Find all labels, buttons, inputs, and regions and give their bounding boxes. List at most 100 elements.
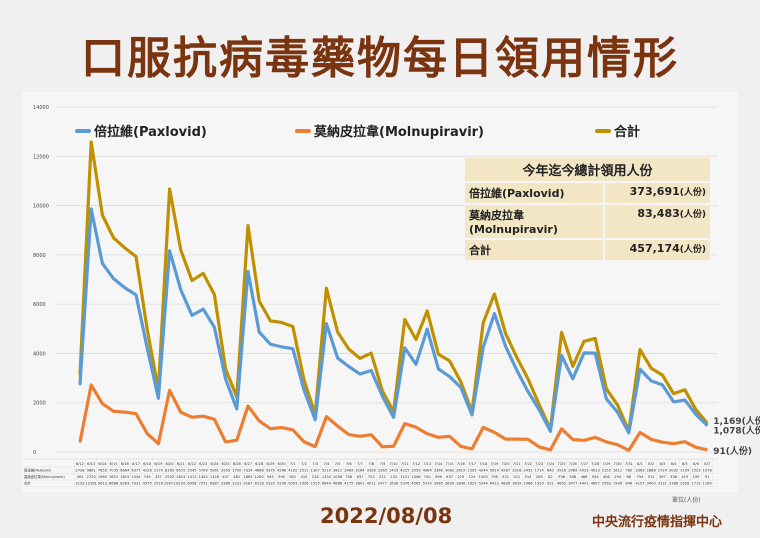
- table-cell-total: 2926: [299, 482, 309, 486]
- table-cell-mol: 1260: [255, 475, 265, 479]
- table-cell-total: 8192: [176, 482, 185, 486]
- data-point-mol: [325, 415, 328, 418]
- x-tick-label: 7/16: [457, 462, 466, 466]
- x-tick-label: 6/18: [143, 462, 152, 466]
- x-tick-label: 6/25: [222, 462, 230, 466]
- data-point-mol: [213, 418, 216, 421]
- data-point-total: [415, 338, 417, 341]
- x-tick-label: 6/20: [166, 462, 175, 466]
- y-tick-label: 4000: [33, 351, 46, 357]
- data-point-mol: [202, 415, 204, 418]
- table-cell-pax: 2724: [658, 469, 668, 473]
- table-cell-mol: 1151: [400, 475, 409, 479]
- end-label-mol: 91(人份): [713, 445, 752, 457]
- data-point-mol: [236, 439, 238, 441]
- data-point-total: [437, 353, 440, 356]
- data-point-pax: [672, 401, 675, 403]
- data-point-mol: [616, 443, 619, 446]
- table-cell-pax: 5799: [199, 469, 209, 473]
- table-cell-total: 846: [625, 482, 633, 486]
- data-point-pax: [448, 375, 451, 378]
- data-point-mol: [247, 405, 249, 407]
- table-cell-pax: 7035: [109, 469, 118, 473]
- table-row-label: 合計: [24, 481, 31, 486]
- table-cell-pax: 3812: [333, 469, 342, 473]
- table-cell-total: 6644: [322, 482, 332, 486]
- table-cell-pax: 4375: [266, 469, 275, 473]
- x-tick-label: 8/5: [682, 462, 688, 466]
- table-cell-pax: 5061: [210, 469, 219, 473]
- table-cell-mol: 901: [289, 475, 296, 479]
- table-cell-pax: 2265: [378, 469, 387, 473]
- table-cell-pax: 3062: [445, 469, 454, 473]
- table-cell-mol: 481: [233, 475, 240, 479]
- data-point-pax: [101, 262, 104, 265]
- x-tick-label: 7/7: [357, 462, 363, 466]
- x-tick-label: 7/19: [490, 462, 499, 466]
- table-cell-total: 6412: [490, 482, 499, 486]
- table-cell-pax: 4226: [143, 469, 153, 473]
- data-point-pax: [191, 314, 193, 317]
- x-tick-label: 7/31: [625, 462, 633, 466]
- data-point-pax: [236, 408, 238, 410]
- table-cell-pax: 4023: [579, 469, 588, 473]
- data-point-mol: [168, 389, 171, 392]
- table-cell-pax: 4868: [255, 469, 265, 473]
- data-point-total: [112, 237, 115, 239]
- legend-swatch-pax: [75, 128, 91, 133]
- table-cell-pax: 4192: [288, 469, 297, 473]
- x-tick-label: 7/4: [324, 462, 330, 466]
- table-cell-total: 6128: [255, 482, 265, 486]
- data-point-pax: [549, 430, 552, 433]
- data-point-mol: [437, 436, 440, 439]
- data-point-total: [348, 348, 350, 350]
- x-tick-label: 6/15: [110, 462, 118, 466]
- x-tick-label: 7/11: [401, 462, 409, 466]
- data-point-mol: [359, 435, 361, 438]
- table-cell-mol: 337: [155, 475, 162, 479]
- x-tick-label: 7/23: [535, 462, 543, 466]
- table-cell-total: 5256: [277, 482, 287, 486]
- data-point-mol: [348, 433, 350, 436]
- data-point-pax: [493, 312, 496, 315]
- x-tick-label: 7/15: [446, 462, 454, 466]
- x-tick-label: 7/27: [580, 462, 588, 466]
- data-point-mol: [404, 422, 406, 425]
- x-tick-label: 6/27: [244, 462, 252, 466]
- data-point-pax: [168, 249, 171, 252]
- summary-row: 倍拉維(Paxlovid) 373,691(人份): [465, 183, 710, 203]
- x-tick-label: 6/21: [177, 462, 185, 466]
- data-point-pax: [336, 357, 339, 359]
- data-point-total: [516, 356, 518, 359]
- data-point-total: [280, 321, 283, 324]
- table-cell-pax: 2969: [568, 469, 578, 473]
- table-cell-pax: 1750: [232, 469, 242, 473]
- data-point-pax: [415, 363, 417, 366]
- table-row-label: 莫納皮拉韋(Molnupiravir): [24, 474, 65, 479]
- table-cell-mol: 82: [548, 475, 553, 479]
- x-tick-label: 7/9: [380, 462, 386, 466]
- data-point-mol: [101, 402, 104, 405]
- data-point-total: [168, 188, 171, 190]
- table-cell-total: 9613: [98, 482, 107, 486]
- x-tick-label: 7/29: [602, 462, 611, 466]
- data-point-pax: [124, 286, 126, 289]
- end-label-total: 1,169(人份): [713, 415, 760, 427]
- data-point-total: [90, 141, 92, 143]
- data-point-total: [448, 360, 451, 362]
- summary-value: 373,691(人份): [605, 183, 710, 203]
- data-point-mol: [516, 438, 518, 440]
- data-point-mol: [661, 441, 664, 444]
- legend-mol: 莫納皮拉韋(Molnupiravir): [295, 121, 484, 140]
- table-cell-mol: 749: [144, 475, 152, 479]
- data-point-pax: [79, 383, 81, 386]
- table-cell-total: 2516: [154, 482, 164, 486]
- table-cell-total: 3477: [568, 482, 577, 486]
- x-tick-label: 6/28: [255, 462, 264, 466]
- table-cell-total: 1525: [311, 482, 320, 486]
- data-point-total: [370, 352, 373, 354]
- table-cell-total: 5376: [400, 482, 410, 486]
- data-point-pax: [381, 395, 384, 397]
- report-date: 2022/08/08: [320, 504, 453, 528]
- data-point-mol: [460, 445, 462, 448]
